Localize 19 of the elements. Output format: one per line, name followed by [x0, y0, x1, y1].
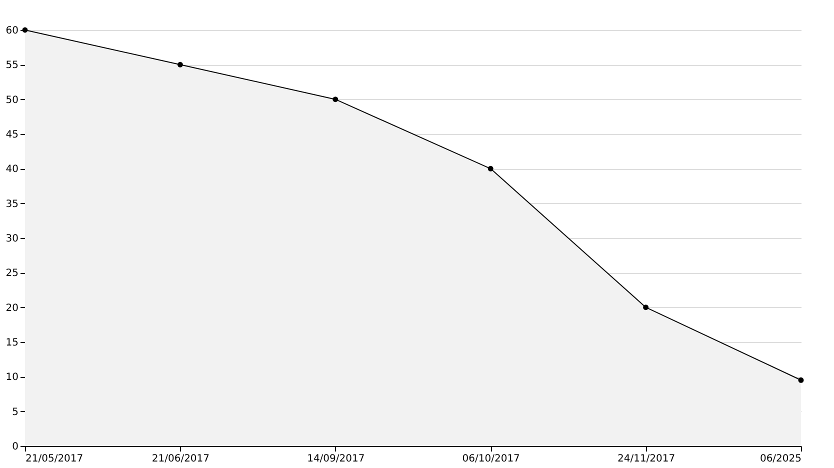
y-tick-label: 55 — [6, 60, 18, 72]
y-tick-label: 45 — [6, 130, 18, 140]
x-tick-label: 24/11/2017 — [617, 454, 676, 464]
y-tick-label: 0 — [12, 442, 18, 452]
y-tick-label: 40 — [6, 164, 18, 176]
y-tick-label: 50 — [6, 94, 18, 106]
y-tick-label: 10 — [6, 372, 18, 384]
y-tick-label: 60 — [6, 26, 18, 36]
x-tick-label: 21/06/2017 — [152, 454, 210, 464]
y-tick-label: 25 — [6, 268, 18, 280]
y-tick-label: 15 — [6, 338, 18, 348]
y-tick-label: 5 — [12, 406, 18, 418]
x-tick-label: 06/10/2017 — [462, 454, 520, 464]
y-tick-label: 30 — [6, 234, 18, 244]
y-tick-label: 20 — [6, 302, 18, 314]
x-tick-label: 14/09/2017 — [307, 454, 365, 464]
y-tick-label: 35 — [6, 198, 18, 210]
x-tick-label: 06/2025 — [760, 454, 802, 464]
x-tick-label: 21/05/2017 — [26, 454, 84, 464]
